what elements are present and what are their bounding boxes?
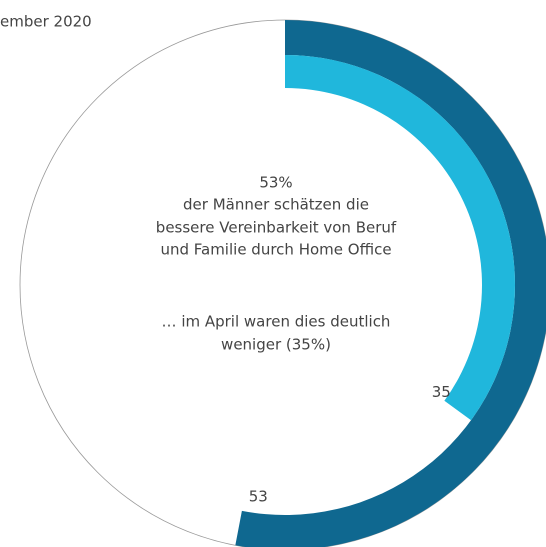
annotation: bessere Vereinbarkeit von Beruf [156, 219, 397, 237]
annotation: … im April waren dies deutlich [162, 313, 391, 331]
value-label: 53 [249, 488, 268, 506]
ring-bar [285, 55, 515, 421]
chart-title: ember 2020 [0, 13, 92, 31]
annotation: weniger (35%) [221, 336, 331, 354]
annotation: der Männer schätzen die [183, 196, 369, 214]
value-label: 35 [432, 383, 451, 401]
annotation: und Familie durch Home Office [160, 241, 391, 259]
annotation: 53% [259, 174, 292, 192]
